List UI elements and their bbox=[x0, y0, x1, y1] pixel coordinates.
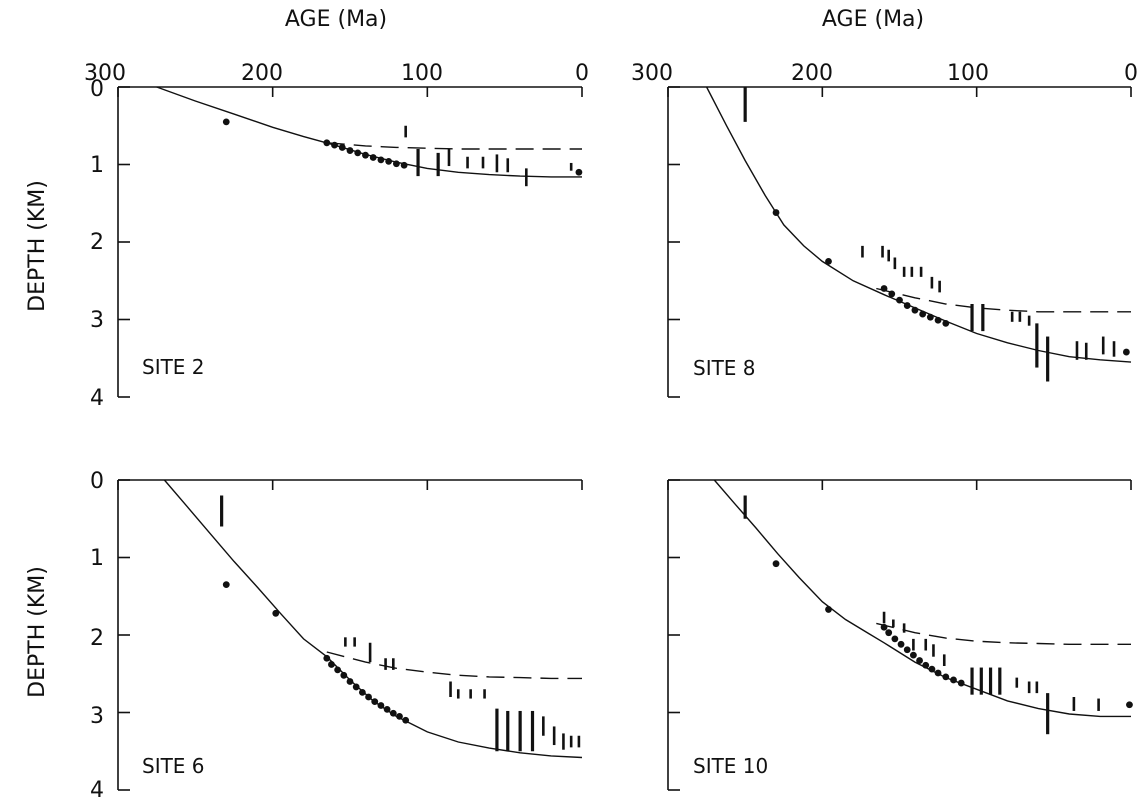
data-point bbox=[396, 712, 403, 720]
data-point bbox=[358, 688, 366, 696]
data-point bbox=[377, 702, 385, 709]
data-point bbox=[922, 661, 930, 669]
dashed-model-curve bbox=[326, 651, 582, 680]
data-point bbox=[323, 654, 331, 662]
data-point bbox=[1126, 701, 1133, 709]
data-point bbox=[385, 158, 393, 165]
y-tick-labels-top-left: 0 1 2 3 4 bbox=[90, 77, 104, 411]
solid-model-curve bbox=[156, 86, 582, 178]
site-label: SITE 10 bbox=[693, 754, 768, 778]
x-tick-label: 300 bbox=[84, 61, 126, 86]
data-point bbox=[957, 679, 965, 687]
data-point bbox=[575, 168, 583, 176]
data-point bbox=[365, 693, 372, 701]
data-point bbox=[942, 319, 950, 327]
data-point bbox=[942, 673, 950, 681]
y-tick-label: 2 bbox=[90, 230, 104, 255]
data-point bbox=[400, 161, 408, 169]
data-point bbox=[903, 646, 911, 654]
y-tick-label: 2 bbox=[90, 626, 104, 651]
x-tick-label: 100 bbox=[401, 61, 443, 86]
data-point bbox=[934, 669, 942, 677]
data-point bbox=[346, 678, 354, 685]
data-point bbox=[772, 209, 780, 216]
data-point bbox=[825, 606, 832, 613]
data-point bbox=[903, 302, 911, 309]
x-tick-label: 0 bbox=[1124, 61, 1138, 86]
y-tick-label: 1 bbox=[90, 546, 104, 571]
y-tick-label: 0 bbox=[90, 77, 104, 102]
site-label: SITE 6 bbox=[142, 754, 205, 778]
data-point bbox=[919, 310, 927, 318]
y-tick-label: 3 bbox=[90, 704, 104, 729]
data-point bbox=[352, 683, 360, 691]
solid-model-curve bbox=[713, 479, 1131, 718]
data-point bbox=[909, 651, 917, 659]
y-tick-label: 3 bbox=[90, 308, 104, 333]
data-point bbox=[896, 296, 903, 304]
site-label: SITE 2 bbox=[142, 355, 205, 379]
y-axis-title-bottom: DEPTH (KM) bbox=[25, 566, 50, 698]
y-tick-label: 4 bbox=[90, 778, 104, 802]
data-point bbox=[891, 635, 899, 643]
data-point bbox=[362, 151, 369, 159]
y-tick-label: 4 bbox=[90, 386, 104, 411]
data-point bbox=[340, 671, 348, 679]
data-point bbox=[354, 149, 362, 157]
y-tick-label: 0 bbox=[90, 469, 104, 494]
x-axis-title-left: AGE (Ma) bbox=[285, 7, 387, 32]
y-tick-label: 1 bbox=[90, 153, 104, 178]
data-point bbox=[393, 160, 400, 168]
data-point bbox=[389, 709, 397, 717]
x-tick-label: 200 bbox=[241, 61, 283, 86]
panel-site-2: SITE 2 bbox=[117, 86, 583, 398]
data-point bbox=[222, 118, 230, 126]
data-point bbox=[928, 665, 936, 673]
x-tick-label: 100 bbox=[947, 61, 989, 86]
data-point bbox=[328, 661, 335, 668]
data-point bbox=[1122, 348, 1130, 356]
data-point bbox=[926, 313, 934, 321]
x-tick-label: 300 bbox=[631, 61, 673, 86]
x-tick-label: 0 bbox=[575, 61, 589, 86]
panel-site-8: SITE 8 bbox=[667, 86, 1132, 398]
panel-site-6: SITE 6 bbox=[117, 479, 583, 791]
data-point bbox=[346, 147, 354, 154]
solid-model-curve bbox=[705, 86, 1132, 363]
x-axis-title-right: AGE (Ma) bbox=[822, 7, 924, 32]
data-point bbox=[402, 716, 410, 724]
data-point bbox=[334, 666, 342, 674]
data-point bbox=[272, 609, 280, 617]
data-point bbox=[916, 657, 923, 664]
data-point bbox=[371, 698, 379, 706]
data-point bbox=[950, 676, 957, 684]
data-point bbox=[383, 706, 391, 713]
data-point bbox=[880, 285, 888, 292]
x-tick-labels-right: 300 200 100 0 bbox=[631, 61, 1138, 86]
dashed-model-curve bbox=[326, 142, 582, 150]
data-point bbox=[885, 629, 893, 637]
data-point bbox=[888, 290, 896, 298]
y-tick-labels-bottom-left: 0 1 2 3 4 bbox=[90, 469, 104, 802]
data-point bbox=[934, 316, 942, 324]
data-point bbox=[222, 581, 230, 589]
x-tick-label: 200 bbox=[791, 61, 833, 86]
panel-site-10: SITE 10 bbox=[667, 479, 1133, 791]
site-label: SITE 8 bbox=[693, 356, 756, 380]
data-point bbox=[911, 306, 919, 314]
y-axis-title-top: DEPTH (KM) bbox=[25, 180, 50, 312]
data-point bbox=[338, 144, 346, 151]
x-tick-labels-left: 300 200 100 0 bbox=[84, 61, 589, 86]
data-point bbox=[323, 139, 331, 147]
data-point bbox=[825, 257, 832, 265]
data-point bbox=[897, 640, 905, 648]
data-point bbox=[880, 623, 888, 631]
data-point bbox=[377, 156, 385, 164]
data-point bbox=[369, 154, 377, 161]
data-point bbox=[772, 560, 780, 568]
data-point bbox=[331, 141, 338, 149]
